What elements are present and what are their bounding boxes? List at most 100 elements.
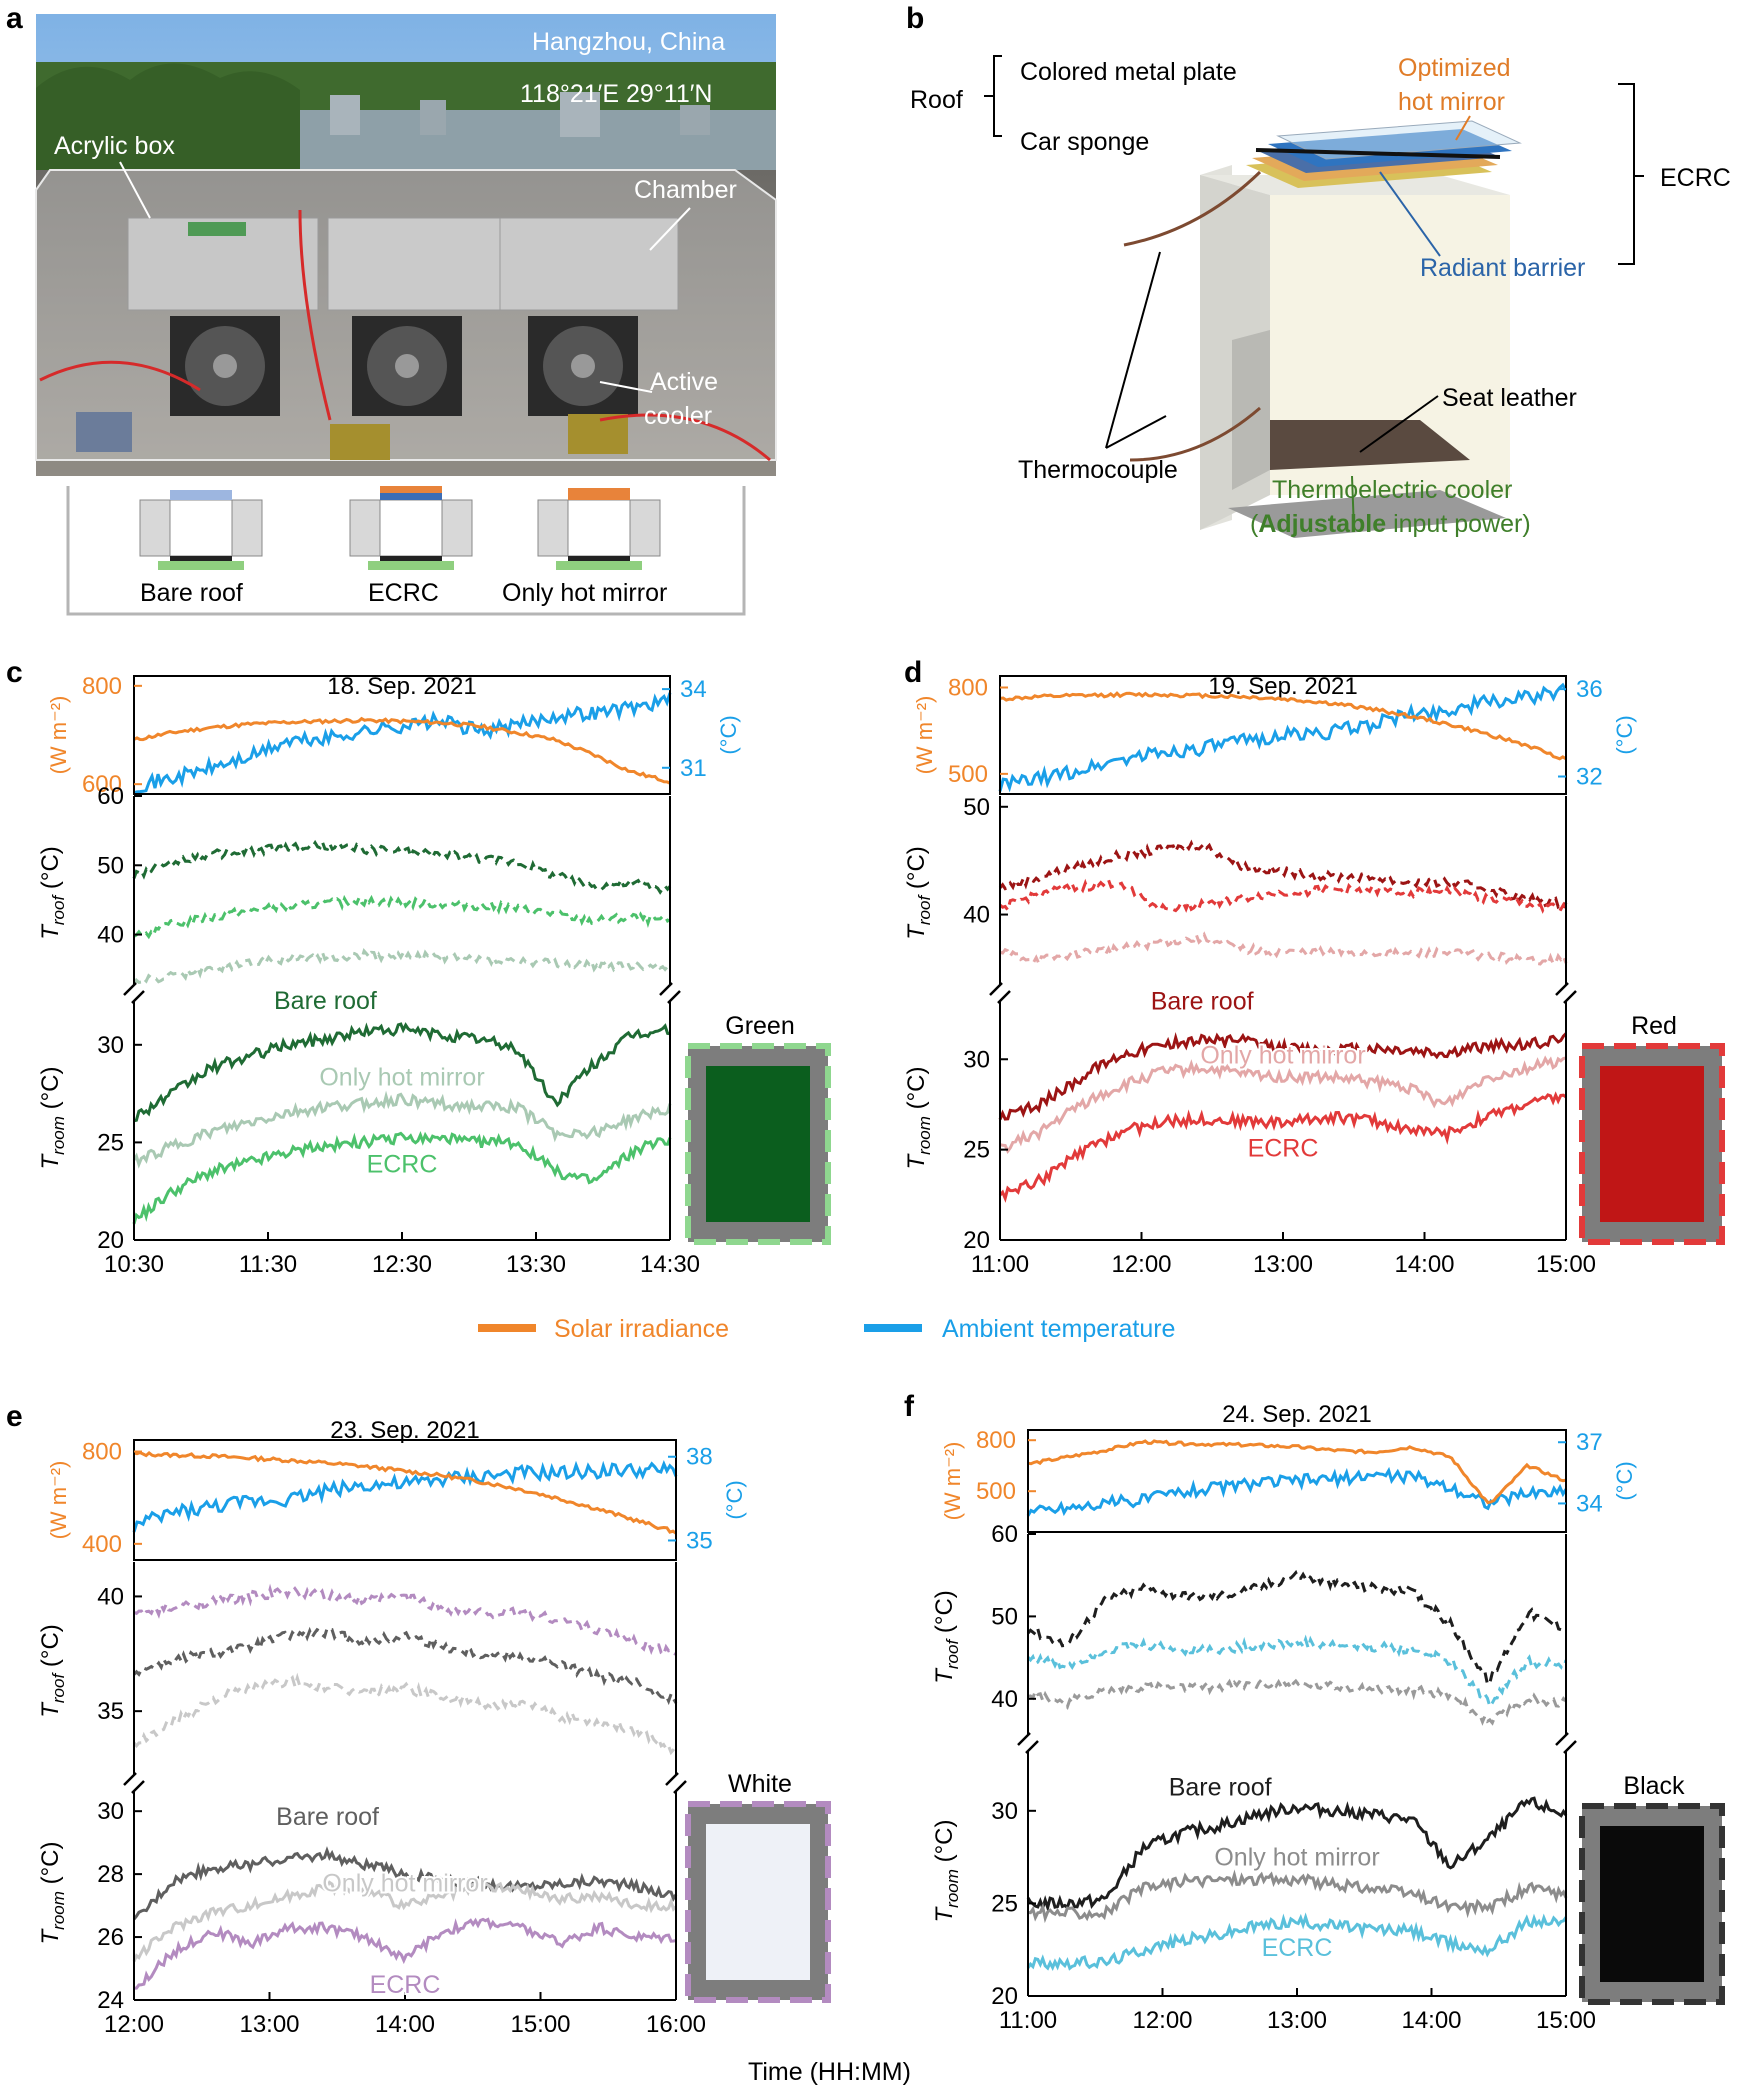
x-tick-label: 13:00	[1253, 1251, 1313, 1278]
ecrc-label: ECRC	[1660, 164, 1731, 192]
top-plot-frame	[1027, 1429, 1567, 1533]
solar-tick-label: 600	[82, 771, 122, 798]
solar-irradiance-line	[999, 691, 1567, 761]
room-tick-label: 30	[97, 1798, 124, 1825]
ambient-tick-label: 31	[680, 755, 707, 782]
room-axis-subscript: room	[915, 1116, 934, 1155]
ambient-temperature-line	[998, 682, 1568, 793]
x-tick-label: 14:00	[1394, 1251, 1454, 1278]
acrylic-box-label: Acrylic box	[54, 132, 175, 160]
solar-irradiance-line	[133, 716, 671, 785]
roof-axis-symbol: T	[37, 923, 64, 940]
room-axis-symbol: T	[37, 1153, 64, 1170]
roof-line-bare-roof	[132, 1626, 678, 1706]
room-tick-label: 28	[97, 1861, 124, 1888]
colored-metal-plate-label: Colored metal plate	[1020, 58, 1237, 86]
axis-break-mark	[123, 982, 137, 996]
sample-swatch	[1600, 1826, 1704, 1982]
ambient-tick-label: 32	[1576, 764, 1603, 791]
ambient-axis-label: (°C)	[716, 715, 741, 754]
x-tick-label: 14:00	[375, 2011, 435, 2038]
roof-line-ecrc	[133, 893, 671, 940]
roof-axis-subscript: roof	[49, 1672, 68, 1704]
roof-axis-subscript: roof	[915, 894, 934, 926]
axis-break-mark	[123, 1772, 137, 1786]
x-tick-label: 12:00	[1111, 1251, 1171, 1278]
series-label-bare-roof: Bare roof	[276, 1803, 379, 1831]
top-plot-frame	[133, 1439, 677, 1561]
axis-break-mark	[673, 1780, 687, 1794]
axis-break-gap	[1554, 1735, 1578, 1751]
sample-name: Black	[1623, 1772, 1685, 1800]
series-label-bare-roof: Bare roof	[274, 987, 377, 1015]
room-axis-label: Troom (°C)	[37, 1067, 68, 1170]
room-axis-unit: (°C)	[903, 1067, 930, 1117]
cooler-note-suffix: input power)	[1386, 510, 1531, 538]
roof-line-ecrc	[133, 1583, 677, 1658]
ambient-tick-label: 35	[686, 1527, 713, 1554]
solar-tick-label: 500	[948, 761, 988, 788]
room-axis-symbol: T	[931, 1906, 958, 1923]
roof-axis-unit: (°C)	[37, 1624, 64, 1674]
panel-f-letter: f	[904, 1390, 915, 1423]
roof-tick-label: 50	[963, 794, 990, 821]
ambient-tick-label: 38	[686, 1444, 713, 1471]
schematic-bare-roof: Bare roof	[139, 490, 263, 607]
solar-tick-label: 500	[976, 1478, 1016, 1505]
x-tick-label: 15:00	[1536, 2007, 1596, 2034]
roof-axis-label: Troof (°C)	[37, 1624, 68, 1718]
roof-line-ecrc	[1026, 1634, 1567, 1710]
room-axis-subscript: room	[49, 1116, 68, 1155]
room-line-only-hot-mirror	[999, 1055, 1567, 1154]
x-tick-label: 11:00	[971, 1251, 1029, 1278]
series-label-only-hot-mirror: Only hot mirror	[1214, 1843, 1379, 1871]
roof-axis-unit: (°C)	[37, 846, 64, 896]
axis-break-mark	[665, 1772, 679, 1786]
x-tick-label: 14:30	[640, 1251, 700, 1278]
room-axis-symbol: T	[903, 1153, 930, 1170]
room-axis-symbol: T	[37, 1928, 64, 1945]
axis-break-mark	[1017, 1732, 1031, 1746]
ambient-temperature-line	[132, 1460, 678, 1533]
coords-label: 118°21′E 29°11′N	[520, 80, 712, 108]
roof-axis-subscript: roof	[943, 1638, 962, 1670]
series-label-ecrc: ECRC	[370, 1971, 441, 1999]
panel-e-letter: e	[6, 1400, 23, 1433]
x-tick-label: 13:00	[1267, 2007, 1327, 2034]
panel-a: a Hangzhou, China 118°21′E 29°11′N Acryl…	[6, 2, 777, 616]
room-line-bare-roof	[132, 1846, 678, 1921]
panel-b-letter: b	[906, 2, 924, 35]
room-tick-label: 20	[97, 1227, 124, 1254]
chart-title: 18. Sep. 2021	[327, 673, 476, 700]
room-line-only-hot-mirror	[132, 1090, 672, 1169]
axis-break-mark	[997, 990, 1011, 1004]
roof-line-ecrc	[999, 877, 1568, 914]
roof-tick-label: 35	[97, 1698, 124, 1725]
schematic-only-hot-mirror: Only hot mirror	[502, 488, 667, 607]
x-tick-label: 11:30	[239, 1251, 297, 1278]
series-label-only-hot-mirror: Only hot mirror	[319, 1063, 484, 1091]
axis-break-mark	[667, 990, 681, 1004]
solar-irradiance-line	[1027, 1439, 1567, 1505]
roof-label: Roof	[910, 86, 963, 114]
x-tick-label: 12:30	[372, 1251, 432, 1278]
ambient-axis-label: (°C)	[722, 1480, 747, 1519]
x-tick-label: 10:30	[104, 1251, 164, 1278]
solar-axis-label: (W m⁻²)	[940, 1442, 965, 1521]
axis-break-gap	[1554, 985, 1578, 1001]
schematic-only-hot-mirror-label: Only hot mirror	[502, 579, 667, 607]
legend-ambient-label: Ambient temperature	[942, 1315, 1175, 1343]
room-line-ecrc	[998, 1091, 1567, 1203]
optimized-label: Optimized	[1398, 54, 1511, 82]
x-tick-label: 15:00	[1536, 1251, 1596, 1278]
series-label-bare-roof: Bare roof	[1169, 1774, 1272, 1802]
cooler-note: (Adjustable input power)	[1250, 510, 1531, 538]
axis-break-mark	[1555, 982, 1569, 996]
legend: Solar irradiance Ambient temperature	[478, 1315, 1175, 1343]
room-tick-label: 25	[991, 1890, 1018, 1917]
panel-d-letter: d	[904, 656, 922, 689]
solar-axis-label: (W m⁻²)	[46, 696, 71, 775]
series-label-bare-roof: Bare roof	[1151, 987, 1254, 1015]
